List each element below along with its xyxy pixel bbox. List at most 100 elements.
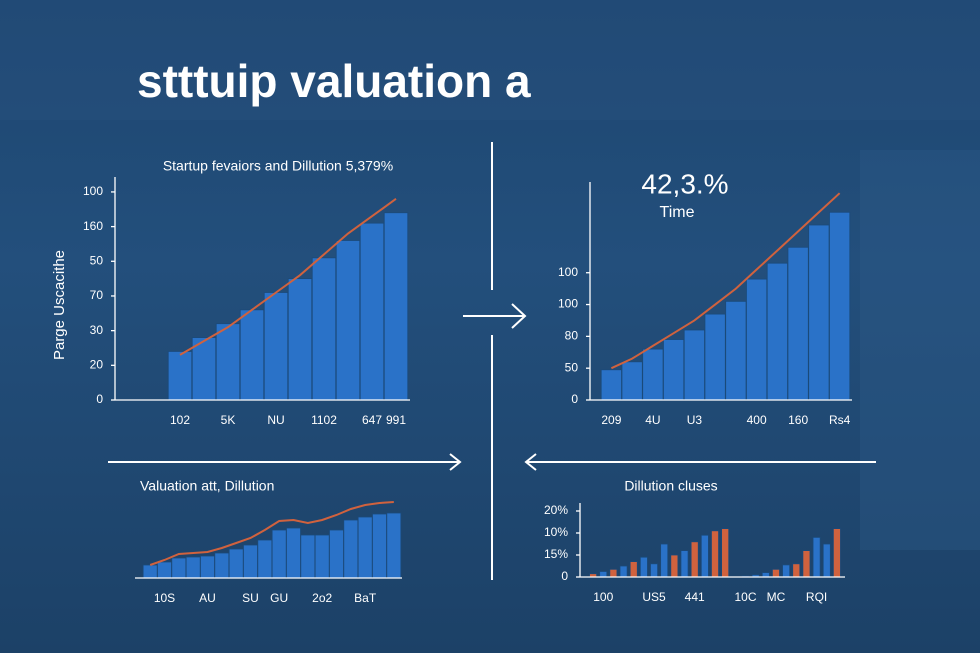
bar [167,351,193,401]
bar [314,534,330,579]
bar [642,348,664,401]
bar [782,564,791,578]
bar [690,541,699,578]
bar [286,527,301,579]
y-tick-label: 50 [565,360,579,374]
bar [383,212,409,401]
bar [660,543,669,578]
bar [343,519,359,579]
bar [822,543,831,578]
bar [311,257,337,401]
x-tick-label: BaT [354,591,377,605]
y-tick-label: 0 [96,392,103,406]
bar [746,278,768,401]
bar [812,537,821,578]
y-tick-label: 100 [83,184,103,198]
y-tick-label: 70 [90,288,104,302]
backdrop [860,150,980,550]
x-tick-label: 10S [154,591,175,605]
x-tick-label: MC [767,590,786,604]
y-tick-label: 100 [558,297,578,311]
bar [228,548,244,579]
chart-subtitle: Time [660,204,695,221]
x-tick-label: 102 [170,413,190,427]
y-tick-label: 20 [90,357,104,371]
bar [372,513,387,579]
chart-title: 42,3.% [641,168,728,199]
y-tick-label: 160 [83,219,103,233]
y-tick-label: 30 [90,323,104,337]
bar [700,534,709,578]
bar [629,561,638,578]
bar [683,329,705,401]
bar [704,313,726,401]
x-tick-label: NU [267,413,284,427]
x-tick-label: 100 [593,590,613,604]
bar [766,262,788,401]
x-tick-label: 10C [734,590,756,604]
bar [357,516,373,579]
x-tick-label: GU [270,591,288,605]
x-tick-label: 209 [601,413,621,427]
bar [609,568,618,578]
y-tick-label: 0 [561,569,568,583]
x-tick-label: 2o2 [312,591,332,605]
bar [663,339,685,401]
y-tick-label: 10% [544,525,568,539]
y-tick-label: 100 [558,265,578,279]
bar [200,555,215,579]
x-tick-label: 160 [788,413,808,427]
bar [787,246,809,401]
bar [680,550,689,578]
y-tick-label: 15% [544,547,568,561]
bar [600,369,622,401]
bar [650,563,658,578]
trend-line [179,198,397,356]
chart-title: Valuation att, Dillution [140,478,274,494]
bar [263,292,289,401]
bar [621,361,643,401]
bar [725,300,747,401]
x-tick-label: Rs4 [829,413,851,427]
bar [287,278,313,401]
x-tick-label: AU [199,591,216,605]
bar [772,568,780,578]
bar [711,530,719,578]
x-tick-label: U3 [687,413,703,427]
x-tick-label: 1102 [311,413,337,427]
bar [599,571,608,578]
bar [214,552,230,579]
y-tick-label: 0 [571,392,578,406]
bar [832,528,841,578]
bar [300,534,316,579]
x-tick-label: 441 [685,590,705,604]
y-tick-label: 50 [90,253,104,267]
bar [639,556,648,578]
bar [157,561,172,579]
arrow [463,303,527,329]
bar [808,224,830,401]
bar [243,544,258,579]
x-tick-label: 4U [645,413,660,427]
trend-line [610,192,841,370]
x-tick-label: 5K [221,413,236,427]
chart-title: Dillution cluses [624,478,717,494]
bar [239,309,265,401]
y-tick-label: 80 [565,329,579,343]
x-tick-label: RQI [806,590,827,604]
x-tick-label: 647 [362,413,382,427]
bar [721,528,730,578]
x-tick-label: SU [242,591,259,605]
bar [802,550,811,578]
bar [257,539,273,579]
x-tick-label: 991 [386,413,406,427]
y-axis-label: Parge Uscacithe [51,250,68,360]
bar [386,512,402,579]
heading: stttuip valuation a [137,55,531,107]
bar [761,572,770,578]
bar [271,529,287,579]
x-tick-label: US5 [642,590,666,604]
bar [329,529,344,579]
x-tick-label: 400 [747,413,767,427]
bar [792,563,801,578]
